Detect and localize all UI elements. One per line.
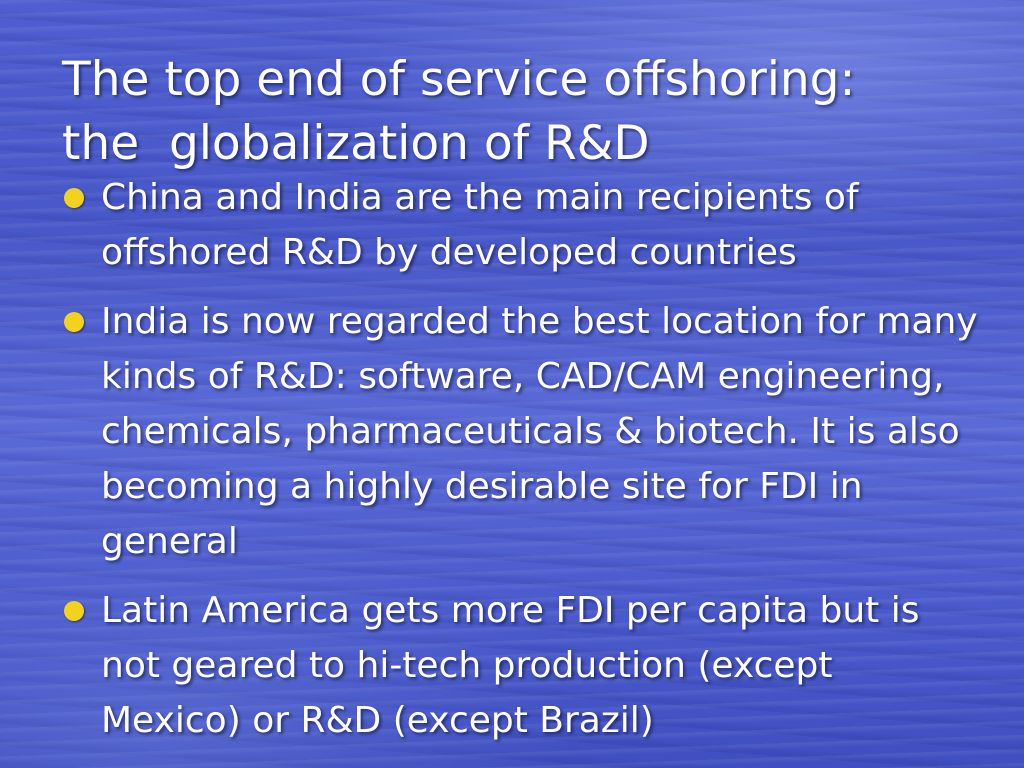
- bullet-text: China and India are the main recipients …: [101, 177, 859, 273]
- bullet-text: Latin America gets more FDI per capita b…: [101, 590, 920, 741]
- slide-title: The top end of service offshoring: the g…: [62, 52, 856, 171]
- bullet-item-2: India is now regarded the best location …: [62, 294, 982, 569]
- bullet-item-3: Latin America gets more FDI per capita b…: [62, 583, 982, 748]
- bullet-list: China and India are the main recipients …: [62, 170, 982, 762]
- bullet-text: India is now regarded the best location …: [101, 301, 978, 562]
- bullet-item-1: China and India are the main recipients …: [62, 170, 982, 280]
- bullet-dot-icon: [64, 188, 84, 208]
- bullet-dot-icon: [64, 601, 84, 621]
- bullet-dot-icon: [64, 312, 84, 332]
